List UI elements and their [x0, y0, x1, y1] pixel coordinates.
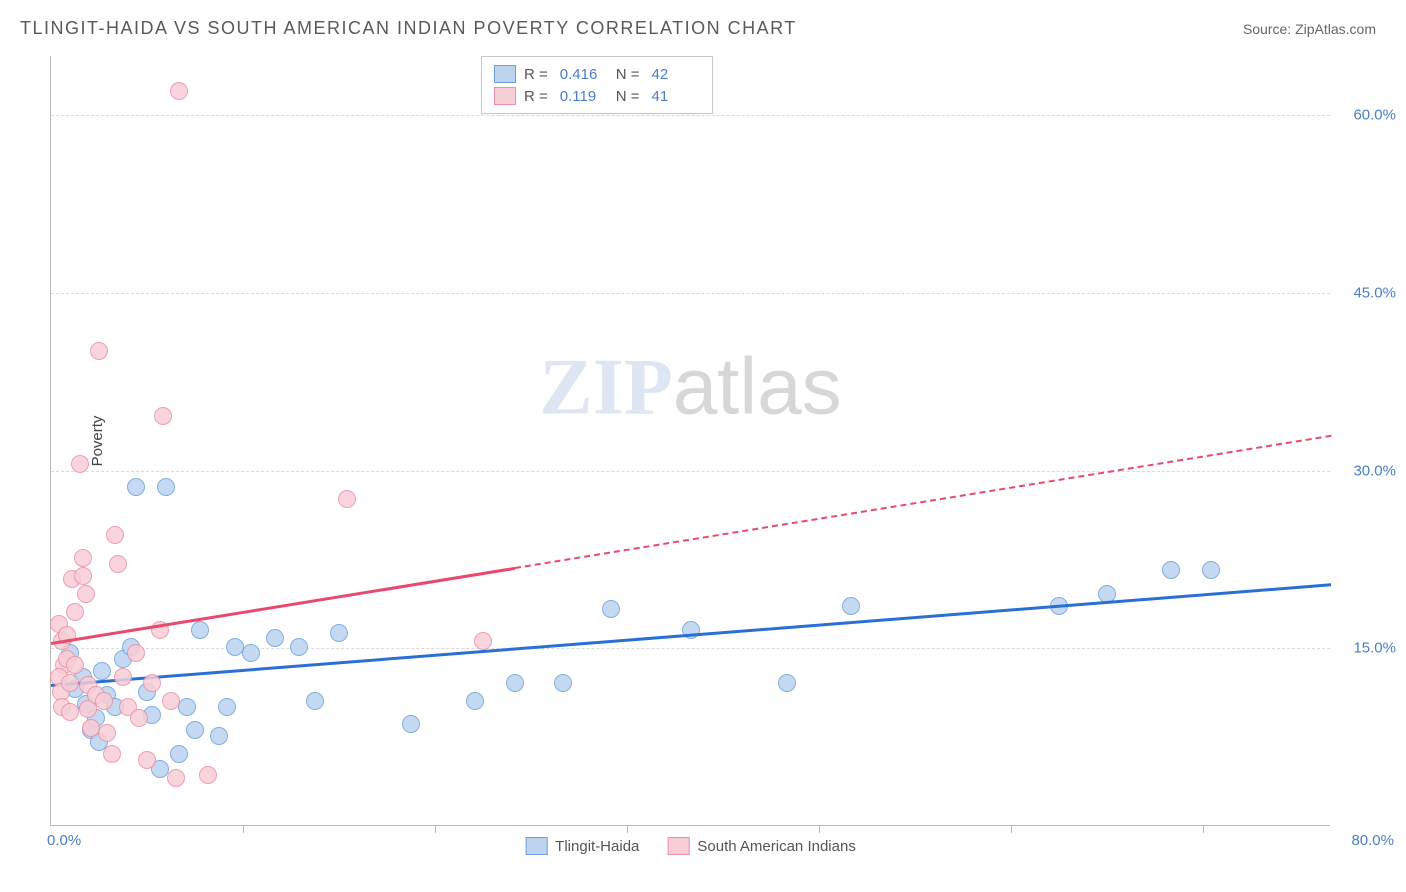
legend-n-label: N = [616, 88, 640, 105]
x-tick-mark [1203, 825, 1204, 833]
data-point [90, 342, 108, 360]
data-point [103, 745, 121, 763]
x-max-label: 80.0% [1334, 832, 1394, 849]
legend-r-value: 0.416 [560, 66, 608, 83]
x-origin-label: 0.0% [47, 832, 81, 849]
watermark-rest: atlas [673, 341, 842, 430]
data-point [106, 526, 124, 544]
data-point [402, 715, 420, 733]
legend-swatch [525, 837, 547, 855]
data-point [162, 692, 180, 710]
data-point [114, 668, 132, 686]
series-name: South American Indians [697, 838, 855, 855]
legend-row: R = 0.119 N = 41 [494, 85, 700, 107]
legend-r-value: 0.119 [560, 88, 608, 105]
data-point [778, 674, 796, 692]
data-point [74, 549, 92, 567]
data-point [266, 629, 284, 647]
y-tick-label: 15.0% [1336, 640, 1396, 657]
gridline [51, 115, 1330, 116]
chart-title: TLINGIT-HAIDA VS SOUTH AMERICAN INDIAN P… [20, 18, 797, 39]
data-point [170, 82, 188, 100]
x-tick-mark [435, 825, 436, 833]
legend-swatch [667, 837, 689, 855]
y-tick-label: 45.0% [1336, 284, 1396, 301]
legend-n-label: N = [616, 66, 640, 83]
legend-swatch [494, 87, 516, 105]
x-tick-mark [819, 825, 820, 833]
data-point [466, 692, 484, 710]
plot-region: ZIPatlas R =0.416N =42R =0.119N =41 0.0%… [50, 56, 1330, 826]
series-legend: Tlingit-Haida South American Indians [525, 837, 856, 855]
data-point [170, 745, 188, 763]
chart-header: TLINGIT-HAIDA VS SOUTH AMERICAN INDIAN P… [0, 0, 1406, 49]
data-point [167, 769, 185, 787]
data-point [71, 455, 89, 473]
data-point [95, 692, 113, 710]
legend-r-label: R = [524, 88, 548, 105]
series-name: Tlingit-Haida [555, 838, 639, 855]
data-point [186, 721, 204, 739]
source-value: ZipAtlas.com [1295, 21, 1376, 37]
gridline [51, 471, 1330, 472]
x-tick-mark [1011, 825, 1012, 833]
data-point [306, 692, 324, 710]
data-point [154, 407, 172, 425]
data-point [210, 727, 228, 745]
data-point [218, 698, 236, 716]
data-point [66, 656, 84, 674]
data-point [127, 644, 145, 662]
correlation-legend: R = 0.416 N = 42 R = 0.119 N = 41 [481, 56, 713, 114]
data-point [554, 674, 572, 692]
x-tick-mark [627, 825, 628, 833]
data-point [1162, 561, 1180, 579]
data-point [61, 703, 79, 721]
x-tick-mark [243, 825, 244, 833]
trend-line [51, 583, 1331, 686]
data-point [191, 621, 209, 639]
data-point [178, 698, 196, 716]
data-point [138, 751, 156, 769]
data-point [127, 478, 145, 496]
data-point [330, 624, 348, 642]
data-point [199, 766, 217, 784]
data-point [506, 674, 524, 692]
data-point [109, 555, 127, 573]
data-point [1202, 561, 1220, 579]
data-point [474, 632, 492, 650]
gridline [51, 293, 1330, 294]
data-point [157, 478, 175, 496]
data-point [61, 674, 79, 692]
series-legend-item: Tlingit-Haida [525, 837, 639, 855]
source-label: Source: [1243, 21, 1291, 37]
series-legend-item: South American Indians [667, 837, 855, 855]
watermark-bold: ZIP [539, 343, 672, 431]
data-point [130, 709, 148, 727]
data-point [74, 567, 92, 585]
data-point [842, 597, 860, 615]
legend-r-label: R = [524, 66, 548, 83]
data-point [290, 638, 308, 656]
data-point [338, 490, 356, 508]
watermark: ZIPatlas [539, 340, 841, 433]
data-point [602, 600, 620, 618]
data-point [93, 662, 111, 680]
legend-swatch [494, 65, 516, 83]
source-attribution: Source: ZipAtlas.com [1243, 21, 1376, 37]
trend-line-extrapolated [515, 435, 1331, 569]
legend-row: R = 0.416 N = 42 [494, 63, 700, 85]
data-point [77, 585, 95, 603]
data-point [242, 644, 260, 662]
data-point [98, 724, 116, 742]
chart-area: Poverty ZIPatlas R =0.416N =42R =0.119N … [50, 56, 1360, 826]
y-tick-label: 60.0% [1336, 107, 1396, 124]
legend-n-value: 42 [652, 66, 700, 83]
data-point [143, 674, 161, 692]
legend-n-value: 41 [652, 88, 700, 105]
data-point [66, 603, 84, 621]
y-tick-label: 30.0% [1336, 462, 1396, 479]
